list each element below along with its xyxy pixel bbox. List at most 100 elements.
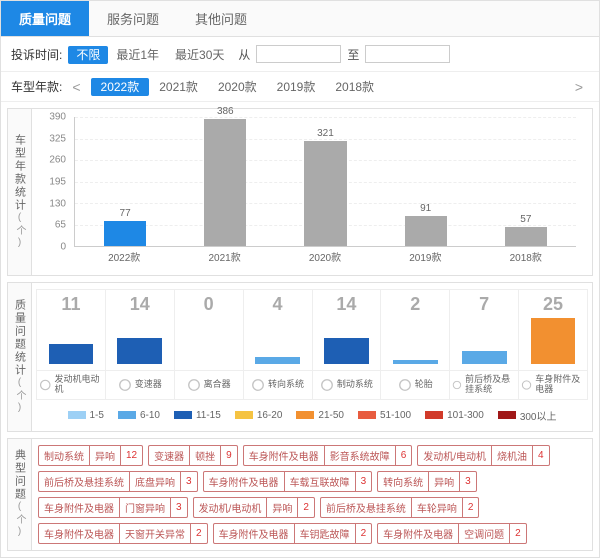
cat-bar-5	[393, 360, 438, 364]
engine-icon	[39, 378, 52, 392]
legend-1: 6-10	[118, 408, 160, 423]
cat-value-3: 4	[246, 294, 310, 315]
year-stats-title: 车型年款统计(个)	[8, 109, 32, 275]
year-opt-4[interactable]: 2018款	[325, 78, 384, 96]
bar-value-4: 57	[520, 214, 531, 225]
cat-value-2: 0	[177, 294, 241, 315]
bar-4	[505, 227, 547, 246]
year-bar-chart: 0651301952603253907738632191572022款2021款…	[42, 117, 582, 267]
ytick: 65	[55, 220, 66, 231]
xtick-2: 2020款	[290, 249, 360, 267]
cat-bar-6	[462, 351, 507, 364]
bar-value-3: 91	[420, 203, 431, 214]
quality-stats-title: 质量问题统计(个)	[8, 283, 32, 431]
year-opt-2[interactable]: 2020款	[208, 78, 267, 96]
year-next-arrow[interactable]: >	[569, 79, 589, 95]
cat-label-6: 前后桥及悬挂系统	[449, 371, 518, 400]
ytick: 130	[49, 198, 66, 209]
cat-value-7: 25	[521, 294, 585, 315]
cat-value-0: 11	[39, 294, 103, 315]
tab-1[interactable]: 服务问题	[89, 1, 177, 36]
problem-tag-8[interactable]: 发动机/电动机异响2	[193, 497, 315, 518]
ytick: 195	[49, 177, 66, 188]
legend-3: 16-20	[235, 408, 283, 423]
gear-icon	[118, 378, 132, 392]
problem-tag-10[interactable]: 车身附件及电器天窗开关异常2	[38, 523, 208, 544]
problem-tag-9[interactable]: 前后桥及悬挂系统车轮异响2	[320, 497, 480, 518]
bar-value-2: 321	[317, 128, 334, 139]
bar-2	[304, 141, 346, 246]
time-opt-1[interactable]: 最近1年	[108, 46, 167, 64]
problem-tag-12[interactable]: 车身附件及电器空调问题2	[377, 523, 527, 544]
bar-0	[104, 221, 146, 246]
tab-2[interactable]: 其他问题	[177, 1, 265, 36]
legend-5: 51-100	[358, 408, 411, 423]
bar-value-0: 77	[120, 208, 131, 219]
legend-4: 21-50	[296, 408, 344, 423]
cat-label-2: 离合器	[174, 371, 243, 400]
problem-tag-6[interactable]: 转向系统异响3	[377, 471, 477, 492]
cat-bar-4	[324, 338, 369, 364]
from-date-input[interactable]	[256, 45, 341, 63]
to-date-input[interactable]	[365, 45, 450, 63]
problem-tag-0[interactable]: 制动系统异响12	[38, 445, 143, 466]
ytick: 0	[60, 242, 66, 253]
clutch-icon	[187, 378, 201, 392]
cat-bar-7	[531, 318, 576, 364]
cat-value-4: 14	[315, 294, 379, 315]
typical-title: 典型问题(个)	[8, 439, 32, 550]
xtick-4: 2018款	[491, 249, 561, 267]
problem-tag-1[interactable]: 变速器顿挫9	[148, 445, 238, 466]
steer-icon	[251, 378, 265, 392]
tab-0[interactable]: 质量问题	[1, 1, 89, 36]
problem-tag-11[interactable]: 车身附件及电器车钥匙故障2	[213, 523, 373, 544]
year-opt-3[interactable]: 2019款	[267, 78, 326, 96]
problem-tag-5[interactable]: 车身附件及电器车载互联故障3	[203, 471, 373, 492]
cat-label-7: 车身附件及电器	[518, 371, 588, 400]
ytick: 390	[49, 112, 66, 123]
year-opt-1[interactable]: 2021款	[149, 78, 208, 96]
quality-category-chart: 111404142725发动机电动机变速器离合器转向系统制动系统轮胎前后桥及悬挂…	[32, 283, 592, 431]
cat-label-0: 发动机电动机	[36, 371, 105, 400]
year-filter: 车型年款: < 2022款2021款2020款2019款2018款 >	[1, 72, 599, 102]
time-opt-0[interactable]: 不限	[68, 46, 108, 64]
susp-icon	[452, 378, 462, 392]
time-filter: 投诉时间: 不限最近1年最近30天 从 至	[1, 37, 599, 72]
cat-label-5: 轮胎	[380, 371, 449, 400]
body-icon	[521, 378, 532, 392]
year-prev-arrow[interactable]: <	[66, 79, 86, 95]
problem-tag-7[interactable]: 车身附件及电器门窗异响3	[38, 497, 188, 518]
bar-1	[204, 119, 246, 246]
legend-6: 101-300	[425, 408, 484, 423]
year-opt-0[interactable]: 2022款	[91, 78, 150, 96]
year-filter-label: 车型年款:	[11, 78, 62, 95]
cat-value-6: 7	[452, 294, 516, 315]
cat-bar-1	[117, 338, 162, 364]
legend-7: 300以上	[498, 408, 557, 423]
xtick-1: 2021款	[189, 249, 259, 267]
problem-tag-3[interactable]: 发动机/电动机烧机油4	[417, 445, 549, 466]
typical-problems-panel: 典型问题(个) 制动系统异响12变速器顿挫9车身附件及电器影音系统故障6发动机/…	[7, 438, 593, 551]
tabs: 质量问题服务问题其他问题	[1, 1, 599, 37]
cat-value-1: 14	[108, 294, 172, 315]
brake-icon	[320, 378, 334, 392]
cat-label-3: 转向系统	[243, 371, 312, 400]
legend-2: 11-15	[174, 408, 221, 423]
ytick: 325	[49, 133, 66, 144]
bar-value-1: 386	[217, 106, 234, 117]
tire-icon	[398, 378, 412, 392]
time-filter-label: 投诉时间:	[11, 46, 62, 63]
xtick-0: 2022款	[89, 249, 159, 267]
xtick-3: 2019款	[390, 249, 460, 267]
legend-0: 1-5	[68, 408, 104, 423]
quality-stats-panel: 质量问题统计(个) 111404142725发动机电动机变速器离合器转向系统制动…	[7, 282, 593, 432]
problem-tag-4[interactable]: 前后桥及悬挂系统底盘异响3	[38, 471, 198, 492]
problem-tag-2[interactable]: 车身附件及电器影音系统故障6	[243, 445, 413, 466]
ytick: 260	[49, 155, 66, 166]
cat-value-5: 2	[383, 294, 447, 315]
cat-bar-0	[49, 344, 94, 364]
cat-label-1: 变速器	[105, 371, 174, 400]
cat-label-4: 制动系统	[312, 371, 381, 400]
year-stats-panel: 车型年款统计(个) 0 65 130 195 260 325 390 77 386 321 91 57…	[7, 108, 593, 276]
time-opt-2[interactable]: 最近30天	[167, 46, 232, 64]
